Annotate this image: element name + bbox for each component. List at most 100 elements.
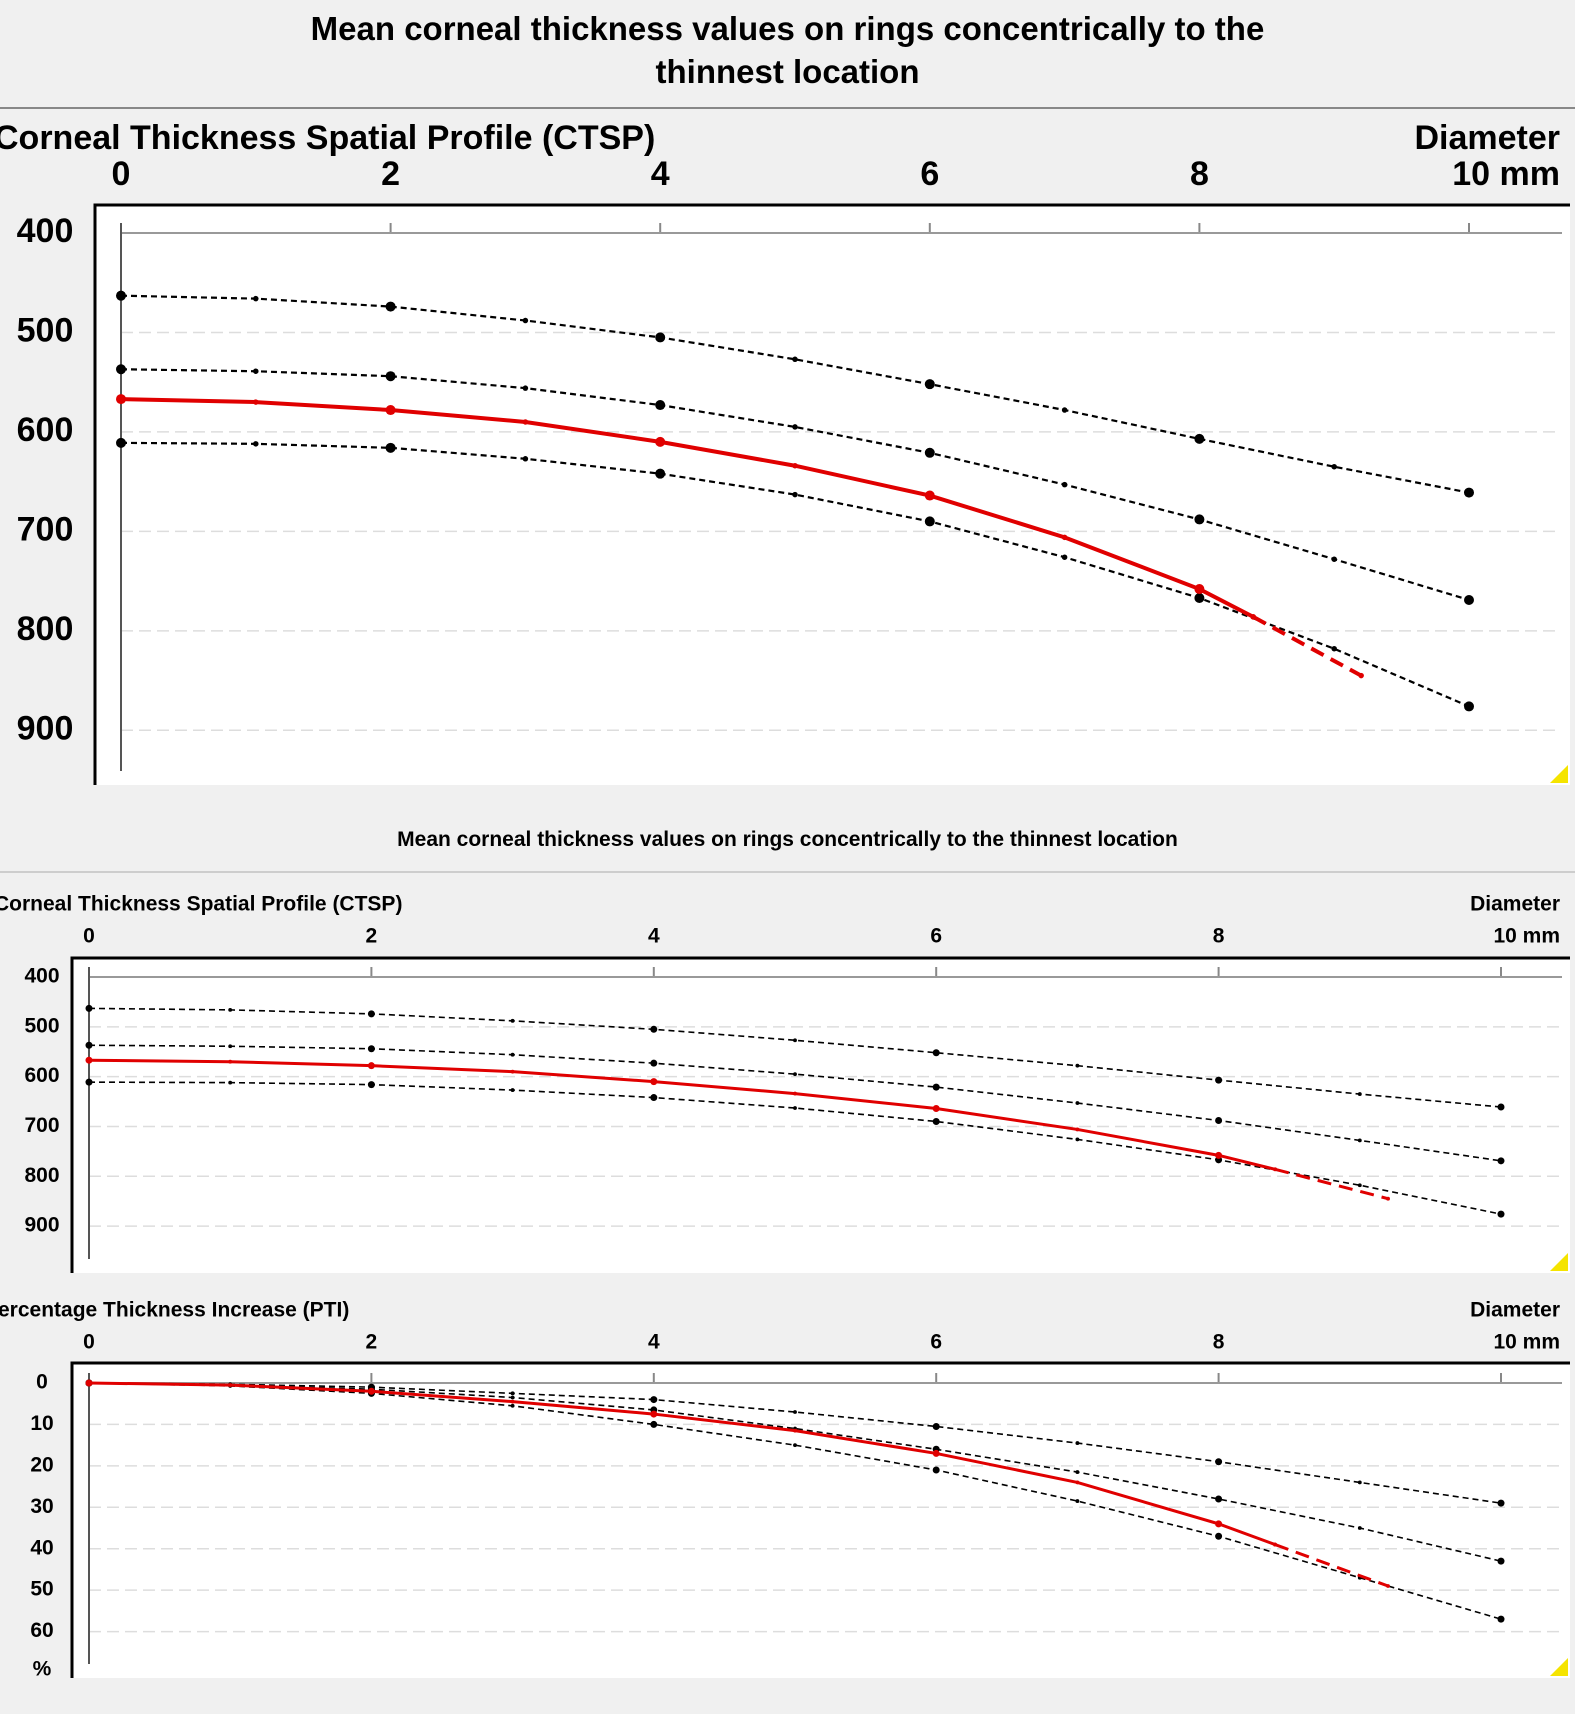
point-marker [650, 1410, 658, 1418]
point-marker [367, 1045, 375, 1053]
point-marker [650, 1420, 658, 1428]
x-tick-label: 4 [648, 925, 660, 948]
plot-area [72, 958, 1570, 1273]
point-marker [85, 1078, 93, 1086]
point-marker [655, 400, 666, 411]
point-marker [1194, 433, 1205, 444]
point-marker [253, 295, 259, 302]
point-marker [1194, 592, 1205, 603]
point-marker [1497, 1499, 1505, 1507]
y-tick-label: 700 [17, 510, 74, 548]
y-tick-label: 800 [24, 1164, 59, 1187]
point-marker [1497, 1157, 1505, 1165]
point-marker [253, 441, 259, 447]
series-line [120, 368, 1470, 602]
point-marker [522, 419, 529, 425]
point-marker [792, 491, 798, 498]
plot-area [72, 1363, 1570, 1678]
y-tick-label: 30 [30, 1495, 53, 1518]
point-marker [1194, 584, 1205, 595]
point-marker [1497, 1103, 1505, 1111]
x-axis-label: Diameter [1470, 1299, 1560, 1322]
point-marker [793, 1443, 797, 1448]
point-marker [367, 1387, 375, 1395]
point-marker [228, 1007, 233, 1012]
point-marker [1215, 1495, 1223, 1503]
series-line [1274, 1543, 1389, 1588]
point-marker [1357, 1480, 1362, 1485]
point-marker [1250, 614, 1257, 620]
point-marker [85, 1379, 93, 1387]
y-tick-label: 0 [36, 1371, 48, 1394]
corner-marker [1550, 1658, 1568, 1676]
plot-border [70, 956, 1570, 1273]
point-marker [792, 462, 798, 469]
point-marker [1215, 1116, 1223, 1124]
point-marker [792, 356, 798, 363]
point-marker [385, 442, 396, 453]
y-tick-label: 800 [17, 610, 74, 648]
point-marker [650, 1025, 658, 1033]
x-tick-label: 4 [651, 155, 670, 193]
series-line [120, 441, 1470, 708]
series-line [88, 1382, 1502, 1504]
point-marker [510, 1069, 515, 1074]
point-marker [522, 385, 529, 391]
point-marker [793, 1410, 797, 1414]
point-marker [932, 1105, 940, 1113]
x-tick-label: 10 mm [1452, 155, 1560, 193]
point-marker [367, 1062, 375, 1070]
y-tick-label: 40 [30, 1536, 53, 1559]
point-marker [1358, 672, 1364, 679]
point-marker [253, 368, 259, 374]
series-line [88, 1382, 1502, 1620]
point-marker [1075, 1101, 1080, 1105]
point-marker [1497, 1557, 1505, 1565]
y-tick-label: 500 [17, 311, 74, 349]
point-marker [793, 1072, 797, 1077]
point-marker [1464, 487, 1474, 498]
point-marker [932, 1117, 940, 1125]
y-tick-label: 700 [24, 1114, 59, 1137]
point-marker [1215, 1076, 1223, 1084]
point-marker [793, 1428, 797, 1433]
point-marker [793, 1038, 797, 1043]
series-line [88, 1044, 1502, 1162]
point-marker [1497, 1210, 1505, 1218]
point-marker [116, 290, 126, 301]
y-tick-label: 600 [24, 1064, 59, 1087]
point-marker [793, 1106, 797, 1110]
point-marker [385, 405, 396, 416]
point-marker [1215, 1458, 1223, 1466]
point-marker [1075, 1063, 1080, 1068]
y-tick-label: 60 [30, 1619, 53, 1642]
point-marker [510, 1052, 515, 1057]
point-marker [1075, 1127, 1080, 1132]
point-marker [924, 447, 935, 458]
point-marker [522, 317, 529, 324]
x-axis-label: Diameter [1414, 119, 1560, 157]
point-marker [793, 1091, 797, 1096]
point-marker [116, 394, 126, 405]
x-tick-label: 0 [83, 925, 95, 948]
point-marker [932, 1466, 940, 1474]
plot-border [93, 203, 1570, 785]
point-marker [932, 1083, 940, 1091]
point-marker [1075, 1441, 1080, 1445]
point-marker [1386, 1584, 1390, 1588]
point-marker [1194, 514, 1205, 525]
point-marker [1386, 1196, 1390, 1201]
y-tick-label: 500 [24, 1014, 59, 1037]
point-marker [932, 1049, 940, 1057]
point-marker [510, 1399, 515, 1404]
series-line [88, 1007, 1502, 1108]
title-box: Mean corneal thickness values on rings c… [311, 10, 1265, 90]
x-tick-label: 8 [1213, 1331, 1225, 1354]
point-marker [1331, 556, 1337, 562]
point-marker [385, 301, 396, 312]
point-marker [655, 468, 666, 479]
point-marker [650, 1059, 658, 1067]
point-marker [522, 456, 529, 462]
title-box: Mean corneal thickness values on rings c… [397, 828, 1178, 851]
